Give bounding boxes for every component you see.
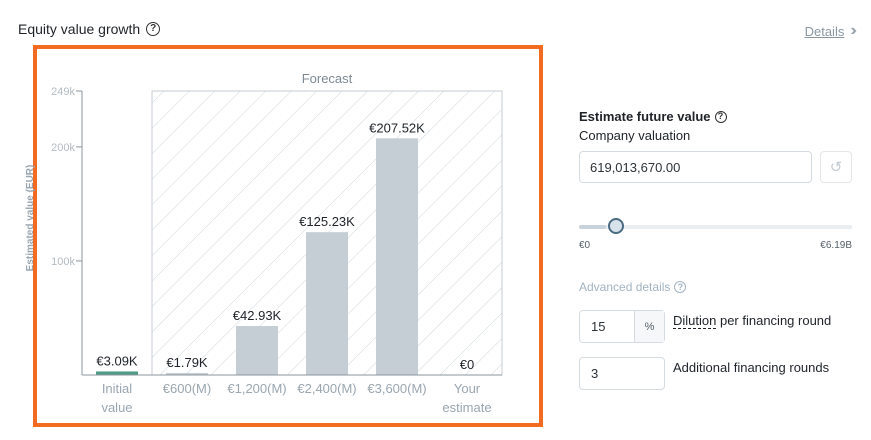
dilution-label: Dilution per financing round [673, 313, 832, 329]
bar[interactable] [166, 372, 208, 375]
bar[interactable] [376, 138, 418, 375]
dilution-term[interactable]: Dilution [673, 313, 717, 329]
x-tick-label: value [101, 400, 132, 415]
valuation-slider[interactable] [579, 225, 852, 229]
x-tick-label: estimate [442, 400, 491, 415]
percent-unit: % [634, 311, 664, 342]
estimate-title-text: Estimate future value [579, 109, 711, 124]
slider-min-label: €0 [579, 240, 591, 251]
bar[interactable] [236, 326, 278, 375]
dilution-value[interactable]: 15 [591, 319, 606, 334]
valuation-input[interactable]: 619,013,670.00 [579, 151, 812, 183]
dilution-input[interactable]: 15 % [579, 310, 665, 343]
x-tick-label: €600(M) [163, 381, 211, 396]
bar[interactable] [96, 371, 138, 375]
bars-group: €3.09K €1.79K €42.93K €125.23K €207.52K €0 [96, 120, 474, 375]
details-link-text[interactable]: Details [804, 23, 845, 39]
y-tick-label: 100k [51, 256, 75, 268]
bar-value-label: €3.09K [96, 353, 138, 368]
estimate-panel: Estimate future value ? Company valuatio… [579, 0, 859, 440]
bar-value-label: €0 [460, 357, 474, 372]
x-tick-label: €1,200(M) [227, 381, 286, 396]
bar-value-label: €42.93K [233, 308, 282, 323]
reset-button[interactable]: ↺ [820, 151, 852, 183]
section-title-text: Equity value growth [18, 21, 141, 37]
x-tick-label: Your [454, 381, 481, 396]
section-title: Equity value growth ? [18, 21, 161, 37]
y-tick-label: 200k [51, 142, 75, 154]
x-axis-labels: Initial value €600(M) €1,200(M) €2,400(M) €3,… [101, 381, 491, 415]
slider-thumb[interactable] [608, 218, 625, 234]
chart-highlight-frame [33, 45, 543, 427]
bar[interactable] [306, 232, 348, 375]
x-tick-label: €3,600(M) [367, 381, 426, 396]
x-tick-label: €2,400(M) [297, 381, 356, 396]
y-tick-label: 249k [51, 86, 75, 98]
equity-bar-chart: Forecast Estimated value (EUR) 100k 200k 2… [25, 71, 503, 415]
bar-value-label: €1.79K [166, 355, 208, 370]
x-tick-label: Initial [102, 381, 132, 396]
y-axis: 100k 200k 249k [51, 86, 83, 375]
help-icon[interactable]: ? [674, 281, 687, 293]
financing-rounds-label: Additional financing rounds [673, 360, 830, 375]
bar-value-label: €125.23K [299, 214, 355, 229]
advanced-details-text[interactable]: Advanced details [579, 280, 671, 294]
slider-max-label: €6.19B [820, 240, 852, 251]
help-icon[interactable]: ? [714, 110, 727, 123]
help-icon[interactable]: ? [146, 22, 161, 36]
advanced-details-toggle[interactable]: Advanced details ? [579, 280, 687, 294]
estimate-title: Estimate future value ? [579, 109, 727, 124]
dilution-label-rest: per financing round [716, 313, 832, 328]
bar-value-label: €207.52K [369, 120, 425, 135]
forecast-label: Forecast [302, 71, 353, 86]
financing-rounds-input[interactable]: 3 [579, 357, 665, 390]
slider-fill [579, 225, 607, 229]
valuation-label: Company valuation [579, 128, 691, 143]
y-axis-label: Estimated value (EUR) [25, 165, 36, 272]
reset-icon: ↺ [829, 159, 843, 176]
